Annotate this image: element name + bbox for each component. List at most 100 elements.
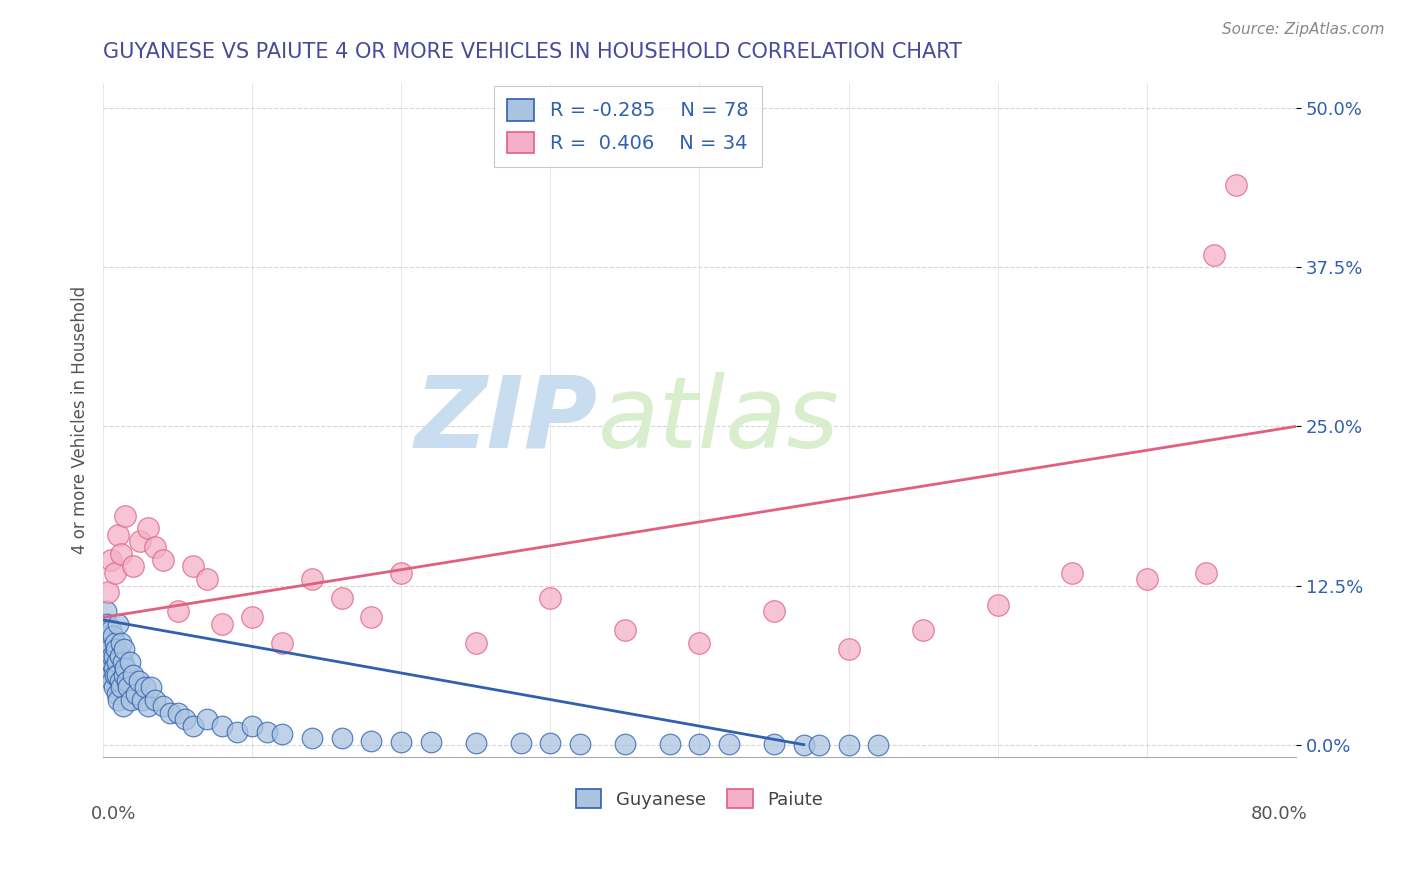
Point (128, 673, 150, 688)
Point (211, 616, 233, 631)
Point (271, 636, 294, 650)
Point (107, 693, 129, 707)
Point (912, 623, 935, 637)
Point (118, 655, 141, 669)
Point (98, 636, 121, 650)
Point (509, 736, 531, 750)
Text: Source: ZipAtlas.com: Source: ZipAtlas.com (1222, 22, 1385, 37)
Point (100, 667, 122, 681)
Point (111, 699, 134, 714)
Legend: Guyanese, Paiute: Guyanese, Paiute (569, 781, 830, 816)
Point (688, 636, 710, 650)
Point (129, 534, 152, 549)
Point (100, 655, 122, 669)
Point (420, 735, 443, 749)
Point (197, 572, 219, 586)
Point (105, 687, 128, 701)
Point (807, 738, 830, 752)
Point (538, 736, 561, 750)
Point (114, 661, 136, 675)
Point (98, 661, 121, 675)
Point (256, 725, 278, 739)
Point (1225, 178, 1247, 192)
Point (139, 681, 162, 695)
Point (94, 604, 117, 618)
Point (103, 661, 125, 675)
Point (110, 636, 132, 650)
Point (110, 547, 132, 561)
Text: 0.0%: 0.0% (91, 805, 136, 822)
Point (96, 616, 118, 631)
Point (174, 712, 197, 726)
Point (360, 734, 382, 748)
Point (104, 636, 127, 650)
Text: ZIP: ZIP (415, 372, 598, 468)
Point (240, 610, 263, 624)
Point (104, 667, 127, 681)
Point (987, 598, 1010, 612)
Point (104, 566, 127, 580)
Point (1202, 247, 1225, 261)
Point (97, 648, 120, 663)
Point (152, 699, 174, 714)
Point (143, 541, 166, 555)
Point (97, 585, 120, 599)
Point (120, 693, 142, 707)
Point (122, 667, 145, 681)
Point (688, 738, 710, 752)
Point (98, 642, 121, 657)
Point (110, 681, 132, 695)
Point (97, 655, 120, 669)
Point (271, 727, 294, 741)
Point (1136, 572, 1159, 586)
Point (101, 648, 124, 663)
Point (569, 737, 592, 751)
Point (103, 648, 125, 663)
Point (718, 738, 741, 752)
Point (131, 693, 153, 707)
Point (100, 623, 122, 637)
Point (104, 642, 127, 657)
Point (658, 737, 681, 751)
Point (197, 712, 219, 726)
Point (125, 687, 148, 701)
Point (211, 718, 233, 732)
Point (166, 706, 188, 720)
Point (1062, 566, 1084, 580)
Point (159, 706, 181, 720)
Point (93, 623, 115, 637)
Point (111, 655, 134, 669)
Point (105, 655, 128, 669)
Point (330, 731, 353, 746)
Point (103, 681, 125, 695)
Point (464, 636, 486, 650)
Point (94, 642, 117, 657)
Point (838, 738, 860, 752)
Point (838, 642, 860, 657)
Point (108, 673, 131, 688)
Text: 80.0%: 80.0% (1251, 805, 1308, 822)
Point (301, 731, 323, 746)
Point (613, 623, 636, 637)
Point (360, 610, 382, 624)
Point (136, 521, 159, 535)
Point (107, 527, 129, 541)
Point (389, 735, 412, 749)
Point (134, 681, 156, 695)
Point (181, 718, 204, 732)
Point (112, 642, 135, 657)
Point (181, 559, 204, 574)
Point (143, 693, 166, 707)
Point (107, 616, 129, 631)
Point (117, 681, 139, 695)
Point (464, 736, 486, 750)
Point (762, 738, 785, 752)
Point (152, 553, 174, 567)
Point (122, 559, 145, 574)
Point (301, 572, 323, 586)
Point (108, 648, 131, 663)
Point (538, 591, 561, 606)
Point (762, 604, 785, 618)
Point (94, 636, 117, 650)
Point (115, 673, 138, 688)
